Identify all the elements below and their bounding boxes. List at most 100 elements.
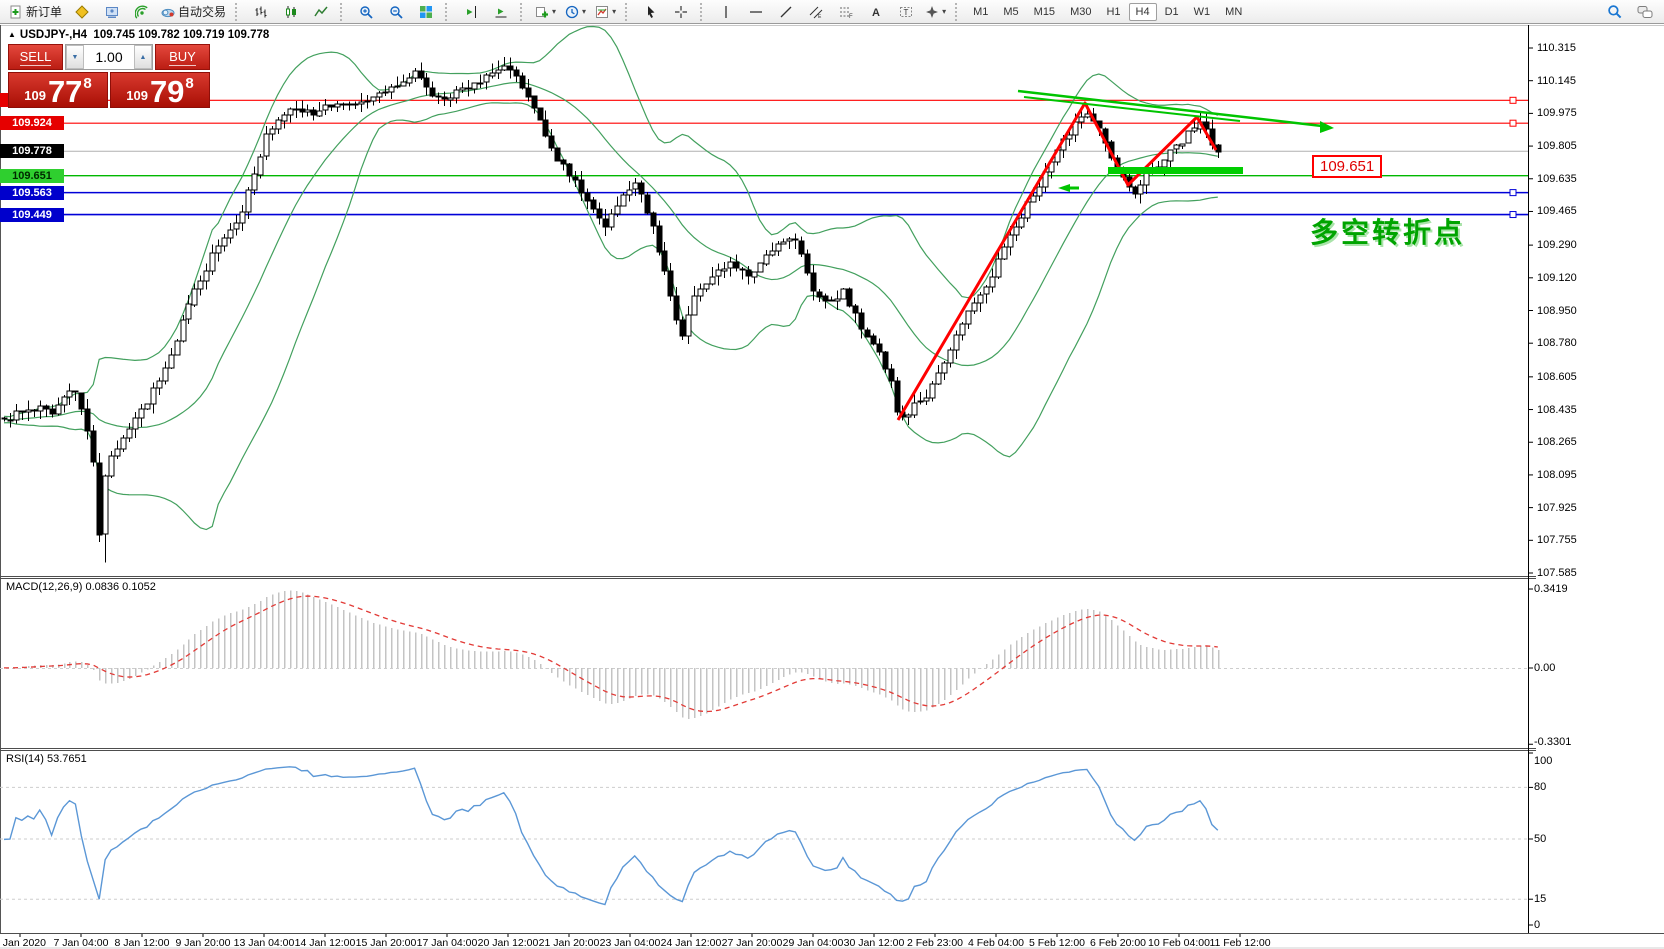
volume-box: ▼ 1.00 ▲ [65, 44, 153, 70]
timeframe-mn-button[interactable]: MN [1225, 5, 1243, 18]
svg-text:T: T [903, 8, 908, 17]
toolbar-separator [700, 2, 706, 21]
zoom-in-button[interactable] [351, 0, 380, 23]
ask-price-box[interactable]: 109 79 8 [110, 72, 210, 108]
buy-button[interactable]: BUY [155, 44, 210, 70]
vline-icon [719, 5, 733, 19]
new-order-button[interactable]: 新订单 [5, 0, 66, 23]
indicators-icon [535, 5, 549, 19]
zoom-in-icon [359, 5, 373, 19]
macd-histogram [3, 590, 1220, 720]
chevron-down-icon[interactable]: ▾ [612, 6, 617, 16]
svg-text:E: E [818, 14, 822, 19]
timeframe-w1-button[interactable]: W1 [1193, 5, 1211, 18]
horizontal-line-button[interactable] [741, 0, 770, 23]
toolbar: 新订单 自动交易 ▾ ▾ ▾ E F A T ▾ M1 M5 M15 M30 H1 H4 D1 W1 MN [0, 0, 1664, 24]
timeframe-m30-button[interactable]: M30 [1070, 5, 1092, 18]
history-center-button[interactable] [97, 0, 126, 23]
small-left-arrow [1058, 184, 1070, 192]
search-button[interactable] [1600, 0, 1629, 23]
auto-scroll-button[interactable] [486, 0, 515, 23]
vertical-line-button[interactable] [711, 0, 740, 23]
timeframe-m1-button[interactable]: M1 [973, 5, 989, 18]
timeframe-h1-button[interactable]: H1 [1106, 5, 1121, 18]
volume-input[interactable]: 1.00 [95, 49, 123, 65]
clock-icon [565, 5, 579, 19]
bid-price-box[interactable]: 109 77 8 [8, 72, 108, 108]
timeframe-d1-button[interactable]: D1 [1164, 5, 1179, 18]
arrows-icon [925, 5, 939, 19]
candle-chart-icon [284, 5, 298, 19]
cursor-button[interactable] [636, 0, 665, 23]
text-label-button[interactable]: T [891, 0, 920, 23]
signals-button[interactable] [127, 0, 156, 23]
chat-icon [1637, 5, 1653, 19]
timeframe-m5-button[interactable]: M5 [1003, 5, 1019, 18]
text-button[interactable]: A [861, 0, 890, 23]
support-zone-bar [1108, 167, 1243, 174]
tiles-icon [419, 5, 433, 19]
trendline-button[interactable] [771, 0, 800, 23]
chat-button[interactable] [1630, 0, 1659, 23]
market-watch-button[interactable] [67, 0, 96, 23]
equidistant-channel-button[interactable]: E [801, 0, 830, 23]
templates-icon [595, 5, 609, 19]
search-icon [1607, 4, 1622, 19]
tile-windows-button[interactable] [411, 0, 440, 23]
chevron-down-icon[interactable]: ▾ [942, 6, 947, 16]
svg-text:A: A [872, 7, 880, 19]
chevron-down-icon[interactable]: ▾ [582, 6, 587, 16]
one-click-trade-panel: SELL ▼ 1.00 ▲ BUY 109 77 8 109 79 8 [8, 44, 210, 108]
history-icon [105, 5, 119, 19]
label-icon: T [899, 5, 913, 19]
candlestick-chart-button[interactable] [276, 0, 305, 23]
trend-zigzag-arrows [896, 101, 1218, 421]
channel-icon: E [809, 5, 823, 19]
toolbar-separator [625, 2, 631, 21]
timeframe-h4-button[interactable]: H4 [1128, 2, 1157, 21]
toolbar-separator [955, 2, 961, 21]
rsi-line [3, 766, 1219, 906]
cursor-icon [644, 5, 658, 19]
volume-increase-button[interactable]: ▲ [134, 45, 152, 69]
horizontal-line-objects [0, 96, 1528, 219]
toolbar-separator [340, 2, 346, 21]
hline-icon [749, 5, 763, 19]
shift-icon [464, 5, 478, 19]
sell-button[interactable]: SELL [8, 44, 63, 70]
templates-button[interactable]: ▾ [591, 0, 620, 23]
fibo-icon: F [839, 5, 853, 19]
line-chart-button[interactable] [306, 0, 335, 23]
indicators-button[interactable]: ▾ [531, 0, 560, 23]
text-icon: A [869, 5, 883, 19]
fibonacci-button[interactable]: F [831, 0, 860, 23]
zoom-out-icon [389, 5, 403, 19]
new-order-icon [9, 5, 23, 19]
volume-decrease-button[interactable]: ▼ [66, 45, 84, 69]
crosshair-icon [674, 5, 688, 19]
timeframe-m15-button[interactable]: M15 [1033, 5, 1056, 18]
toolbar-separator [520, 2, 526, 21]
arrows-button[interactable]: ▾ [921, 0, 950, 23]
descending-trendline-arrow [1017, 89, 1323, 128]
market-watch-icon [74, 4, 89, 19]
autoscroll-icon [494, 5, 508, 19]
bollinger-bands [3, 25, 1219, 531]
chart-shift-button[interactable] [456, 0, 485, 23]
toolbar-separator [235, 2, 241, 21]
chevron-down-icon[interactable]: ▾ [552, 6, 557, 16]
line-chart-icon [313, 5, 328, 19]
autotrading-icon [161, 5, 175, 19]
bar-chart-icon [254, 5, 268, 19]
svg-text:F: F [849, 14, 853, 19]
toolbar-separator [445, 2, 451, 21]
autotrading-button[interactable]: 自动交易 [157, 0, 230, 23]
window-bottom-edge [0, 947, 1664, 949]
crosshair-button[interactable] [666, 0, 695, 23]
trendline-icon [779, 5, 793, 19]
bar-chart-button[interactable] [246, 0, 275, 23]
zoom-out-button[interactable] [381, 0, 410, 23]
candlestick-series [1, 57, 1222, 563]
periods-button[interactable]: ▾ [561, 0, 590, 23]
